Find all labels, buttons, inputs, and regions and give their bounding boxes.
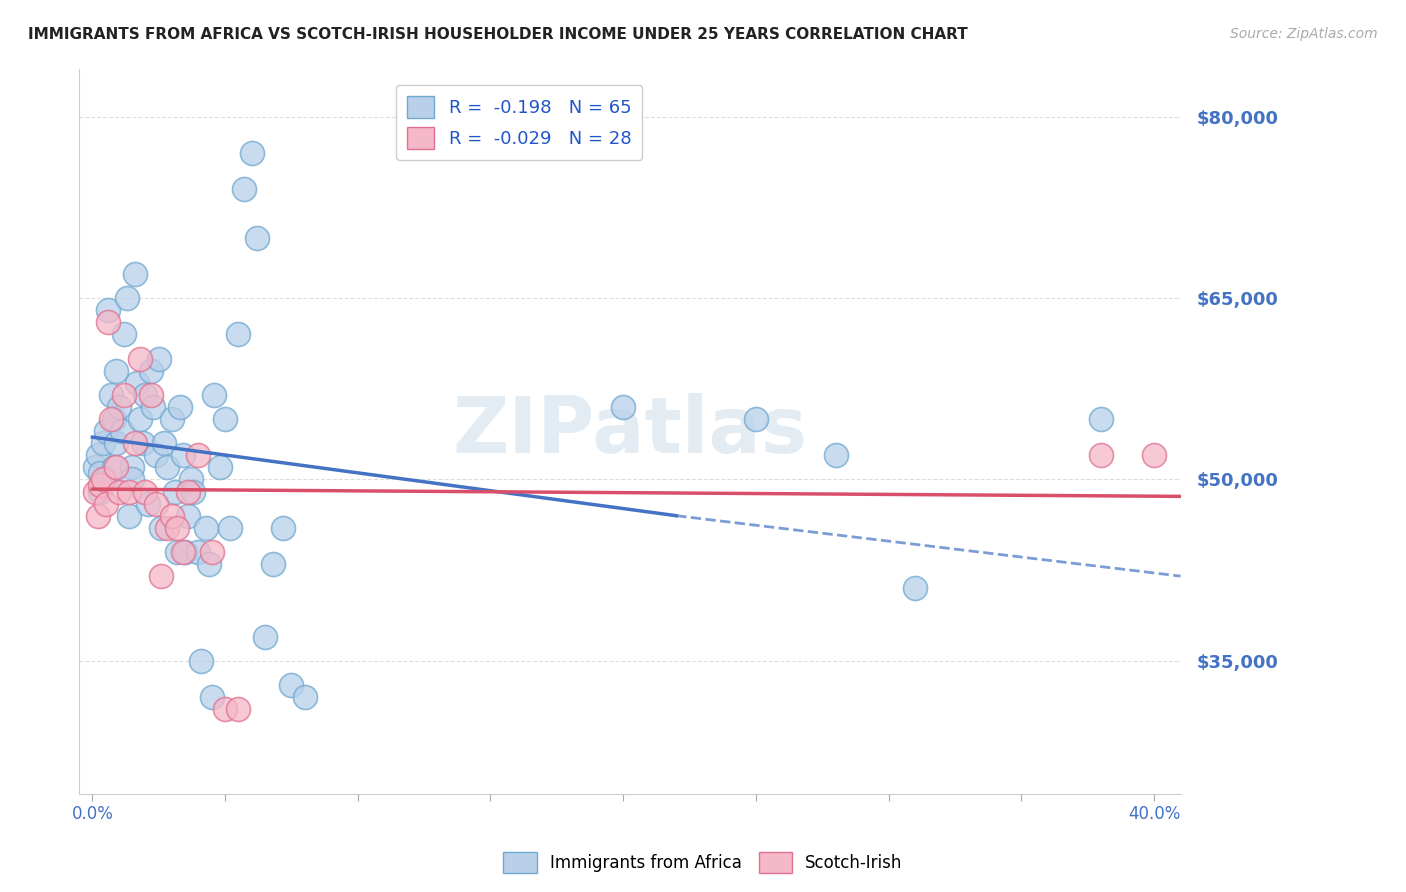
Legend: Immigrants from Africa, Scotch-Irish: Immigrants from Africa, Scotch-Irish <box>496 846 910 880</box>
Point <box>226 702 249 716</box>
Point <box>89 484 111 499</box>
Legend: R =  -0.198   N = 65, R =  -0.029   N = 28: R = -0.198 N = 65, R = -0.029 N = 28 <box>396 85 643 160</box>
Point <box>142 400 165 414</box>
Point <box>745 412 768 426</box>
Point <box>94 497 117 511</box>
Point <box>262 557 284 571</box>
Point <box>134 484 156 499</box>
Point <box>124 436 146 450</box>
Point <box>1143 448 1166 462</box>
Point <box>100 388 122 402</box>
Point <box>153 436 176 450</box>
Text: IMMIGRANTS FROM AFRICA VS SCOTCH-IRISH HOUSEHOLDER INCOME UNDER 25 YEARS CORRELA: IMMIGRANTS FROM AFRICA VS SCOTCH-IRISH H… <box>28 27 967 42</box>
Point <box>103 460 125 475</box>
Point <box>124 267 146 281</box>
Point <box>240 146 263 161</box>
Point <box>226 327 249 342</box>
Point <box>187 545 209 559</box>
Point <box>195 521 218 535</box>
Point <box>103 412 125 426</box>
Point <box>208 460 231 475</box>
Point <box>105 436 128 450</box>
Point <box>166 545 188 559</box>
Point <box>1090 412 1112 426</box>
Point <box>89 467 111 481</box>
Point <box>156 460 179 475</box>
Point <box>201 545 224 559</box>
Point <box>129 412 152 426</box>
Point <box>89 478 111 492</box>
Point <box>232 182 254 196</box>
Point <box>150 521 173 535</box>
Point <box>105 364 128 378</box>
Point <box>105 460 128 475</box>
Point <box>84 460 107 475</box>
Point <box>97 303 120 318</box>
Point <box>145 448 167 462</box>
Point <box>118 508 141 523</box>
Point <box>121 460 143 475</box>
Point <box>214 702 236 716</box>
Point <box>273 521 295 535</box>
Point <box>160 412 183 426</box>
Point <box>91 436 114 450</box>
Point <box>253 630 276 644</box>
Point <box>145 497 167 511</box>
Point <box>172 448 194 462</box>
Point <box>86 448 108 462</box>
Point <box>108 484 131 499</box>
Point <box>181 484 204 499</box>
Point <box>169 400 191 414</box>
Point <box>246 231 269 245</box>
Point <box>177 484 200 499</box>
Point <box>121 472 143 486</box>
Point <box>177 508 200 523</box>
Point <box>612 400 634 414</box>
Point <box>91 472 114 486</box>
Point <box>86 508 108 523</box>
Point <box>136 497 159 511</box>
Point <box>112 388 135 402</box>
Point <box>190 654 212 668</box>
Point <box>112 327 135 342</box>
Point <box>172 545 194 559</box>
Point <box>110 424 132 438</box>
Point <box>174 545 197 559</box>
Point <box>139 388 162 402</box>
Point <box>129 351 152 366</box>
Point <box>84 484 107 499</box>
Point <box>160 508 183 523</box>
Point <box>97 315 120 329</box>
Point <box>94 472 117 486</box>
Point <box>201 690 224 704</box>
Point <box>108 400 131 414</box>
Point <box>180 472 202 486</box>
Point <box>166 521 188 535</box>
Text: Source: ZipAtlas.com: Source: ZipAtlas.com <box>1230 27 1378 41</box>
Point <box>198 557 221 571</box>
Point <box>1090 448 1112 462</box>
Point <box>219 521 242 535</box>
Point <box>214 412 236 426</box>
Point <box>148 351 170 366</box>
Point <box>139 364 162 378</box>
Point <box>150 569 173 583</box>
Point <box>187 448 209 462</box>
Point <box>118 484 141 499</box>
Point <box>100 412 122 426</box>
Point <box>127 376 149 390</box>
Point <box>904 581 927 595</box>
Point <box>156 521 179 535</box>
Point <box>132 436 155 450</box>
Point <box>115 291 138 305</box>
Text: ZIPatlas: ZIPatlas <box>453 393 807 469</box>
Point <box>294 690 316 704</box>
Point <box>202 388 225 402</box>
Point <box>824 448 846 462</box>
Point <box>134 388 156 402</box>
Point <box>163 484 186 499</box>
Point <box>280 678 302 692</box>
Point <box>94 424 117 438</box>
